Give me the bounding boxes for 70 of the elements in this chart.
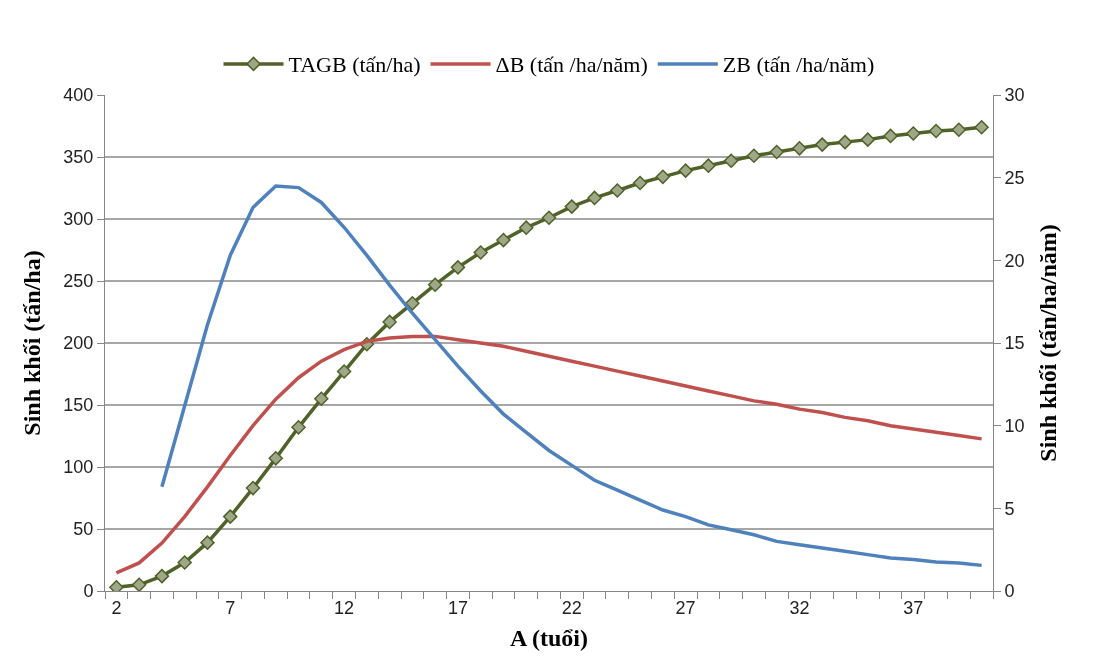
y-tick-label: 150: [63, 395, 94, 416]
point: [450, 260, 466, 275]
y2-tick-label: 10: [1004, 415, 1025, 436]
point: [837, 134, 853, 150]
point: [518, 220, 534, 235]
point: [496, 232, 511, 248]
point: [951, 122, 967, 137]
point: [906, 126, 921, 141]
x-tick-label: 2: [111, 597, 122, 618]
point: [245, 480, 261, 496]
y-tick-label: 50: [73, 519, 94, 540]
x-tick-label: 12: [334, 597, 355, 618]
point: [405, 296, 420, 311]
y2-axis-title: Sinh khối (tấn/ha/năm): [1034, 224, 1061, 462]
point: [336, 364, 352, 379]
point: [974, 119, 989, 135]
y-tick-label: 350: [63, 147, 94, 168]
point: [587, 190, 602, 206]
point: [473, 245, 488, 260]
y-tick-label: 100: [63, 457, 94, 478]
y-tick-label: 250: [63, 271, 94, 292]
point: [792, 141, 807, 156]
point: [177, 555, 192, 570]
x-tick-label: 27: [675, 597, 696, 618]
point: [382, 314, 397, 330]
point: [723, 153, 739, 168]
legend-label: ΔB (tấn /ha/năm): [495, 52, 648, 78]
y2-tick-label: 15: [1004, 333, 1025, 354]
point: [610, 183, 625, 198]
x-tick-label: 7: [225, 597, 236, 618]
x-tick-label: 17: [447, 597, 468, 618]
y-tick-label: 300: [63, 209, 94, 230]
x-tick-label: 22: [561, 597, 582, 618]
point: [678, 163, 693, 178]
y2-tick-label: 30: [1004, 85, 1025, 106]
point: [769, 144, 784, 160]
y2-tick-label: 5: [1004, 498, 1015, 519]
point: [701, 158, 716, 173]
point: [291, 420, 306, 435]
legend-label: ZB (tấn /ha/năm): [722, 52, 875, 78]
y-axis-title: Sinh khối (tấn/ha): [19, 250, 46, 436]
y2-tick-label: 20: [1004, 250, 1025, 271]
x-tick-label: 32: [789, 597, 810, 618]
point: [541, 210, 557, 226]
point: [746, 148, 762, 164]
line-series: [114, 334, 984, 575]
y-tick-label: 200: [63, 333, 94, 354]
x-axis-title: A (tuổi): [510, 624, 588, 651]
point: [928, 123, 944, 139]
y-tick-label: 0: [83, 581, 94, 602]
point: [632, 175, 648, 191]
point: [222, 509, 238, 524]
point: [314, 391, 329, 407]
point: [814, 137, 830, 152]
point: [655, 169, 671, 185]
y2-tick-label: 25: [1004, 167, 1025, 188]
point: [883, 128, 898, 144]
point: [427, 277, 443, 292]
point: [154, 568, 170, 584]
point: [860, 132, 876, 147]
line-series: [160, 184, 984, 568]
y2-tick-label: 0: [1004, 581, 1015, 602]
point: [200, 535, 215, 550]
point: [131, 577, 147, 591]
x-tick-label: 37: [903, 597, 924, 618]
point: [268, 451, 284, 466]
legend-label: TAGB (tấn/ha): [288, 52, 421, 78]
point: [564, 199, 580, 214]
point: [109, 580, 124, 591]
y-tick-label: 400: [63, 85, 94, 106]
